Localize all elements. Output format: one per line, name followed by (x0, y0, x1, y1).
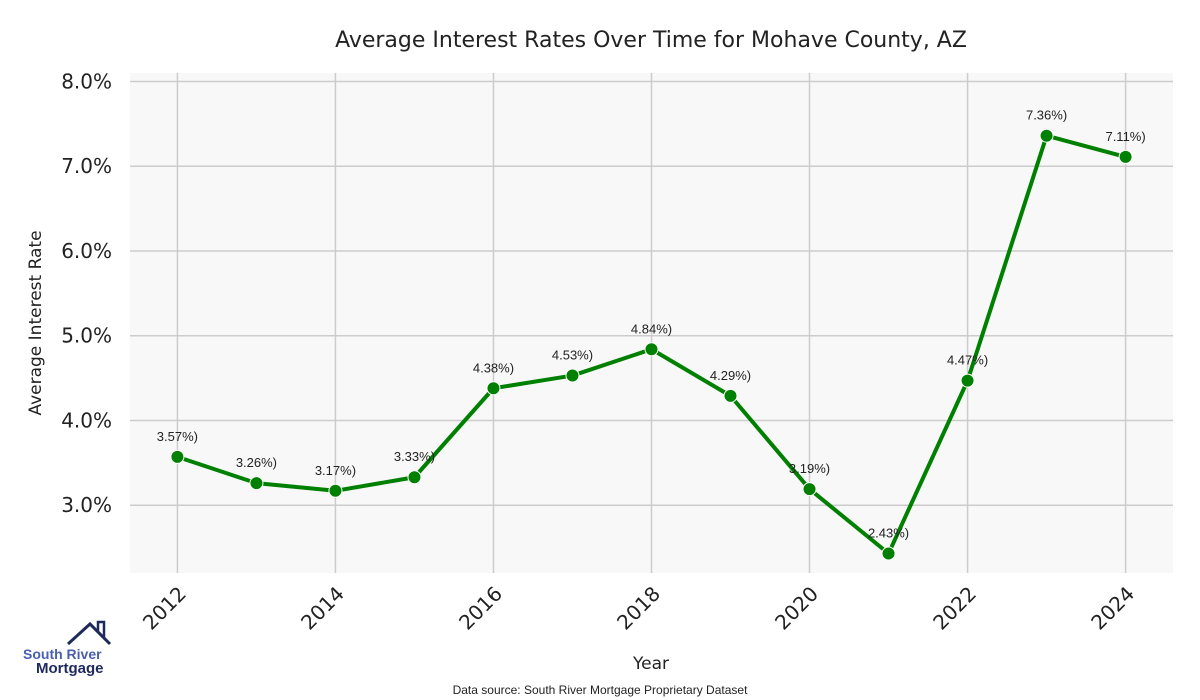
data-label: 3.57%) (157, 429, 198, 444)
data-label: 4.29%) (710, 368, 751, 383)
y-tick-label: 4.0% (61, 408, 112, 432)
south-river-mortgage-logo: South River Mortgage (18, 620, 118, 680)
x-tick-label: 2022 (928, 582, 981, 635)
data-point (1118, 149, 1133, 164)
data-point (328, 483, 343, 498)
data-point (486, 381, 501, 396)
data-label: 4.53%) (552, 348, 593, 363)
data-label: 7.36%) (1026, 108, 1067, 123)
data-label: 3.26%) (236, 455, 277, 470)
data-point (644, 342, 659, 357)
house-icon (66, 620, 112, 646)
x-tick-label: 2012 (138, 582, 191, 635)
data-point (1039, 128, 1054, 143)
data-point (565, 368, 580, 383)
data-source-note: Data source: South River Mortgage Propri… (453, 683, 748, 697)
data-point (170, 449, 185, 464)
data-label: 7.11%) (1105, 129, 1145, 144)
data-point (249, 476, 264, 491)
data-point (723, 388, 738, 403)
y-tick-label: 8.0% (61, 69, 112, 93)
x-tick-label: 2024 (1086, 582, 1139, 635)
data-point (407, 470, 422, 485)
x-tick-label: 2016 (454, 582, 507, 635)
x-axis-label: Year (632, 654, 669, 674)
data-point (802, 482, 817, 497)
data-label: 3.17%) (315, 463, 356, 478)
chart-title: Average Interest Rates Over Time for Moh… (335, 28, 967, 53)
data-label: 4.84%) (631, 321, 672, 336)
data-point (960, 373, 975, 388)
logo-line1: South River (23, 646, 102, 662)
y-tick-label: 7.0% (61, 154, 112, 178)
y-axis-label: Average Interest Rate (26, 230, 46, 415)
data-label: 2.43%) (868, 526, 909, 541)
y-tick-label: 6.0% (61, 239, 112, 263)
logo-line2: Mortgage (36, 660, 104, 677)
x-tick-label: 2020 (770, 582, 823, 635)
y-tick-label: 5.0% (61, 324, 112, 348)
data-label: 4.47%) (947, 353, 988, 368)
y-tick-label: 3.0% (61, 493, 112, 517)
x-tick-label: 2014 (296, 582, 349, 635)
data-label: 3.33%) (394, 449, 435, 464)
data-label: 3.19%) (789, 461, 830, 476)
data-label: 4.38%) (473, 360, 514, 375)
x-tick-label: 2018 (612, 582, 665, 635)
data-point (881, 546, 896, 561)
